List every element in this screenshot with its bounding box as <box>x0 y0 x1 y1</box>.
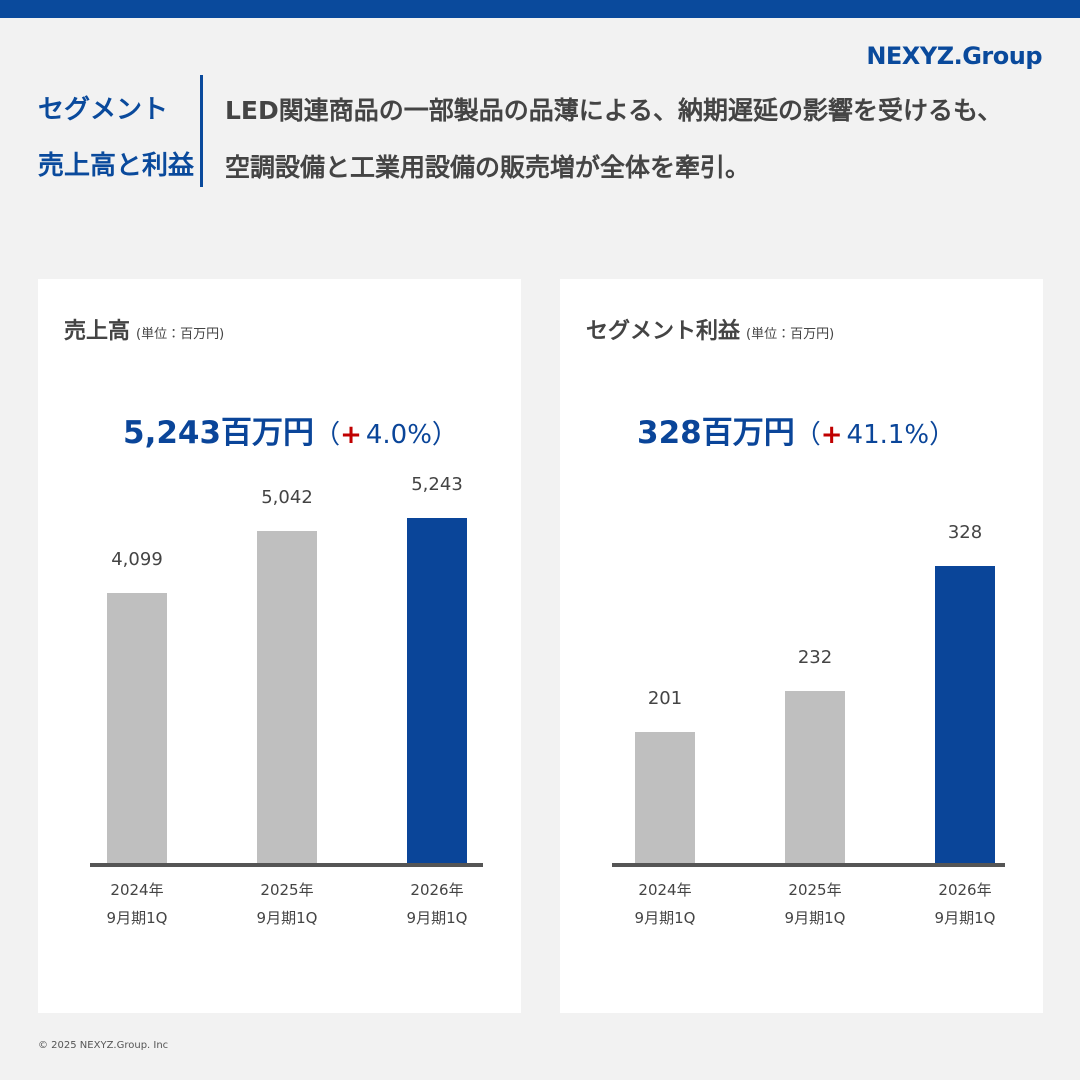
logo: NEXYZ.Group <box>866 42 1042 70</box>
bar <box>785 691 845 864</box>
baseline <box>90 863 483 867</box>
chart-title-text: 売上高 <box>64 319 131 344</box>
change-open: （ <box>794 420 821 450</box>
lead-line: LED関連商品の一部製品の品薄による、納期遅延の影響を受けるも、 <box>225 96 1003 125</box>
change-open: （ <box>314 420 341 450</box>
chart-panel: セグメント利益 (単位：百万円) 328百万円（+ 41.1%） 201 2024年 9月… <box>560 279 1043 1013</box>
unit-label: (単位：百万円) <box>746 327 835 342</box>
x-tick-label: 2025年 9月期1Q <box>784 881 846 927</box>
x-tick-label: 2024年 9月期1Q <box>106 881 168 927</box>
x-tick-label: 2026年 9月期1Q <box>406 881 468 927</box>
chart-panel: 売上高 (単位：百万円) 5,243百万円（+ 4.0%） 4,099 2024年 9月期… <box>38 279 521 1013</box>
headline: 5,243百万円（+ 4.0%） <box>123 407 458 452</box>
unit-label: (単位：百万円) <box>136 327 225 342</box>
value-label: 201 <box>647 687 683 709</box>
bar <box>635 731 695 864</box>
top-bar <box>0 0 1080 18</box>
bar <box>935 565 995 864</box>
change: （+ 41.1%） <box>795 420 955 450</box>
value-label: 5,243 <box>411 473 463 495</box>
value-label: 232 <box>797 647 833 669</box>
change: （+ 4.0%） <box>314 420 458 450</box>
bar <box>407 517 467 864</box>
chart-title-text: セグメント利益 <box>586 319 741 344</box>
divider <box>200 75 203 187</box>
lead-line: 空調設備と工業用設備の販売増が全体を牽引。 <box>225 153 751 182</box>
section-title-line: セグメント <box>38 95 169 125</box>
value-label: 4,099 <box>111 549 163 571</box>
lead-text: LED関連商品の一部製品の品薄による、納期遅延の影響を受けるも、 空調設備と工業… <box>225 82 1002 196</box>
bar <box>257 530 317 864</box>
change-sign: + <box>820 420 843 450</box>
headline-value: 5,243百万円 <box>123 415 315 451</box>
copyright: © 2025 NEXYZ.Group. Inc <box>38 1040 169 1051</box>
change-sign: + <box>340 420 362 450</box>
section-title: セグメント 売上高と利益 <box>38 82 194 194</box>
headline-value: 328百万円 <box>637 415 795 451</box>
section-title-line: 売上高と利益 <box>38 151 195 181</box>
value-label: 5,042 <box>261 486 313 508</box>
chart-title: 売上高 (単位：百万円) <box>64 313 224 345</box>
value-label: 328 <box>947 521 983 543</box>
chart-title: セグメント利益 (単位：百万円) <box>586 313 834 345</box>
baseline <box>612 863 1005 867</box>
headline: 328百万円（+ 41.1%） <box>637 407 955 452</box>
change-value: 41.1%） <box>846 420 956 450</box>
x-tick-label: 2025年 9月期1Q <box>256 881 318 927</box>
x-tick-label: 2024年 9月期1Q <box>634 881 696 927</box>
bar <box>107 593 167 864</box>
change-value: 4.0%） <box>365 420 458 450</box>
x-tick-label: 2026年 9月期1Q <box>934 881 996 927</box>
